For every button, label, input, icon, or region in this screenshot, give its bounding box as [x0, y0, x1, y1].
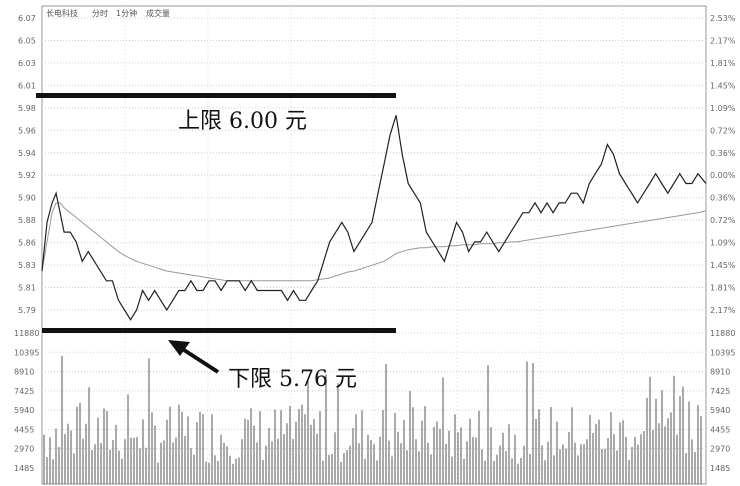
y-tick-label-right: 1.81% — [710, 284, 736, 293]
volume-tick-label-right: 2970 — [710, 445, 730, 454]
y-axis-left: 6.07 6.05 6.03 6.01 5.98 5.96 5.94 5.92 5.90 5.88… — [14, 14, 39, 473]
volume-tick-label: 11880 — [14, 329, 39, 338]
volume-tick-label-right: 8910 — [710, 368, 730, 377]
y-tick-label-right: 0.72% — [710, 126, 736, 135]
header-timeframe: 分时 — [92, 8, 108, 18]
y-tick-label-right: 0.00% — [710, 171, 736, 180]
y-tick-label: 5.96 — [18, 126, 36, 135]
y-tick-label-right: 1.45% — [710, 261, 736, 270]
volume-tick-label-right: 10395 — [710, 348, 735, 357]
y-tick-label: 5.86 — [18, 239, 36, 248]
price-line — [41, 115, 707, 321]
volume-tick-label: 4455 — [14, 425, 34, 434]
volume-tick-label: 7425 — [14, 387, 34, 396]
grid — [42, 6, 706, 484]
y-tick-label: 5.98 — [18, 104, 36, 113]
volume-bars — [43, 356, 702, 484]
y-tick-label-right: 0.36% — [710, 194, 736, 203]
average-price-line — [41, 202, 707, 282]
volume-tick-label: 1485 — [14, 464, 34, 473]
upper-limit-annotation: 上限 6.00 元 — [178, 109, 307, 134]
volume-tick-label: 10395 — [14, 348, 39, 357]
y-tick-label: 6.07 — [18, 14, 36, 23]
y-tick-label: 5.92 — [18, 171, 36, 180]
y-tick-label-right: 0.36% — [710, 149, 736, 158]
y-tick-label: 6.03 — [18, 59, 36, 68]
y-tick-label-right: 1.45% — [710, 81, 736, 90]
lower-limit-annotation: 下限 5.76 元 — [228, 367, 357, 392]
volume-tick-label-right: 5940 — [710, 406, 730, 415]
y-tick-label: 5.79 — [18, 306, 36, 315]
y-tick-label: 5.81 — [18, 284, 36, 293]
header-series-label: 1分钟 — [116, 8, 137, 18]
volume-tick-label-right: 4455 — [710, 425, 730, 434]
y-tick-label-right: 2.53% — [710, 14, 736, 23]
y-tick-label-right: 0.72% — [710, 216, 736, 225]
y-tick-label-right: 1.09% — [710, 239, 736, 248]
y-tick-label: 6.01 — [18, 81, 36, 90]
y-axis-right: 2.53% 2.17% 1.81% 1.45% 1.09% 0.72% 0.36% 0.00%… — [710, 14, 736, 473]
y-tick-label-right: 2.17% — [710, 306, 736, 315]
y-tick-label: 5.94 — [18, 149, 36, 158]
y-tick-label: 5.90 — [18, 194, 36, 203]
header-stock-name: 长电科技 — [46, 8, 78, 18]
y-tick-label: 5.88 — [18, 216, 36, 225]
volume-tick-label-right: 11880 — [710, 329, 735, 338]
y-tick-label: 5.83 — [18, 261, 36, 270]
volume-tick-label-right: 1485 — [710, 464, 730, 473]
volume-tick-label: 2970 — [14, 445, 34, 454]
volume-tick-label-right: 7425 — [710, 387, 730, 396]
volume-tick-label: 5940 — [14, 406, 34, 415]
y-tick-label-right: 1.09% — [710, 104, 736, 113]
y-tick-label-right: 1.81% — [710, 59, 736, 68]
upper-limit-bar — [36, 93, 396, 98]
chart-frame — [41, 5, 707, 485]
arrow-icon — [168, 340, 220, 374]
y-tick-label-right: 2.17% — [710, 36, 736, 45]
header-volume-label: 成交量 — [146, 8, 170, 18]
y-tick-label: 6.05 — [18, 36, 36, 45]
lower-limit-bar — [42, 328, 396, 333]
volume-tick-label: 8910 — [14, 368, 34, 377]
